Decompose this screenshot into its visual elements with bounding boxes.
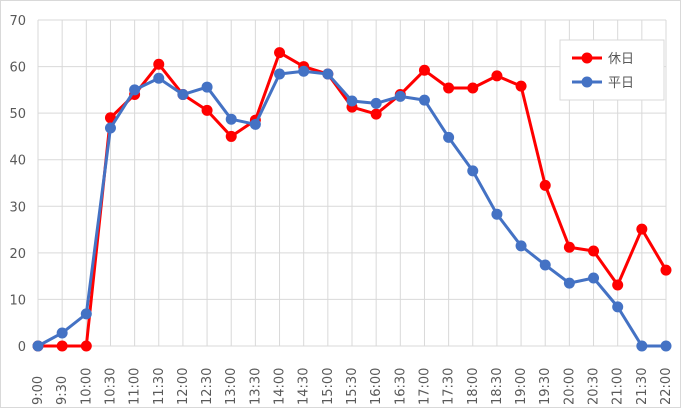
data-point (563, 241, 575, 253)
data-point (129, 84, 141, 96)
x-tick-label: 11:00 (128, 368, 143, 405)
data-point (177, 89, 189, 101)
data-point (418, 64, 430, 76)
x-tick-label: 18:30 (490, 368, 505, 405)
data-point (467, 165, 479, 177)
x-tick-label: 16:00 (369, 368, 384, 405)
data-point (249, 118, 261, 130)
data-point (612, 279, 624, 291)
legend-box (559, 39, 665, 101)
y-tick-label: 30 (9, 200, 26, 215)
x-tick-label: 14:30 (297, 368, 312, 405)
data-point (443, 82, 455, 94)
x-tick-label: 21:30 (635, 368, 650, 405)
x-tick-label: 15:00 (321, 368, 336, 405)
data-point (515, 240, 527, 252)
data-point (322, 68, 334, 80)
data-point (588, 272, 600, 284)
y-tick-label: 50 (9, 107, 26, 122)
x-tick-label: 21:00 (611, 368, 626, 405)
data-point (153, 72, 165, 84)
data-point (418, 94, 430, 106)
x-tick-label: 12:00 (176, 368, 191, 405)
x-tick-label: 15:30 (345, 368, 360, 405)
y-tick-label: 0 (18, 340, 26, 355)
data-point (563, 277, 575, 289)
data-point (539, 179, 551, 191)
data-point (274, 47, 286, 59)
x-tick-label: 12:30 (200, 368, 215, 405)
legend-label: 平日 (608, 76, 634, 91)
data-point (56, 340, 68, 352)
data-point (443, 131, 455, 143)
data-point (491, 70, 503, 82)
x-tick-label: 17:30 (442, 368, 457, 405)
x-tick-label: 10:30 (103, 368, 118, 405)
x-tick-label: 11:30 (152, 368, 167, 405)
data-point (104, 122, 116, 134)
x-tick-label: 20:30 (587, 368, 602, 405)
data-point (346, 95, 358, 107)
data-point (153, 58, 165, 70)
data-point (636, 340, 648, 352)
data-point (80, 308, 92, 320)
data-point (32, 340, 44, 352)
x-tick-label: 18:00 (466, 368, 481, 405)
x-tick-label: 9:00 (31, 376, 46, 405)
data-point (274, 68, 286, 80)
data-point (515, 80, 527, 92)
data-point (660, 340, 672, 352)
y-tick-label: 60 (9, 61, 26, 76)
data-point (225, 113, 237, 125)
x-tick-label: 10:00 (79, 368, 94, 405)
data-point (370, 97, 382, 109)
y-tick-label: 20 (9, 247, 26, 262)
data-point (104, 112, 116, 124)
legend-marker (581, 52, 593, 64)
x-tick-label: 19:00 (514, 368, 529, 405)
data-point (370, 108, 382, 120)
legend-label: 休日 (608, 52, 634, 67)
x-tick-label: 13:00 (224, 368, 239, 405)
data-point (201, 81, 213, 93)
data-point (298, 65, 310, 77)
data-point (394, 90, 406, 102)
x-tick-label: 17:00 (417, 368, 432, 405)
data-point (491, 208, 503, 220)
x-tick-label: 14:00 (273, 368, 288, 405)
legend-marker (581, 76, 593, 88)
x-tick-label: 19:30 (538, 368, 553, 405)
x-tick-label: 22:00 (659, 368, 674, 405)
y-tick-label: 70 (9, 14, 26, 29)
data-point (612, 301, 624, 313)
x-tick-label: 13:30 (248, 368, 263, 405)
data-point (56, 327, 68, 339)
y-tick-label: 40 (9, 154, 26, 169)
data-point (588, 245, 600, 257)
data-point (660, 264, 672, 276)
data-point (80, 340, 92, 352)
data-point (539, 259, 551, 271)
y-tick-label: 10 (9, 293, 26, 308)
data-point (225, 130, 237, 142)
x-tick-label: 16:30 (393, 368, 408, 405)
data-point (636, 223, 648, 235)
x-tick-label: 20:00 (562, 368, 577, 405)
data-point (201, 104, 213, 116)
data-point (467, 82, 479, 94)
x-tick-label: 9:30 (55, 376, 70, 405)
